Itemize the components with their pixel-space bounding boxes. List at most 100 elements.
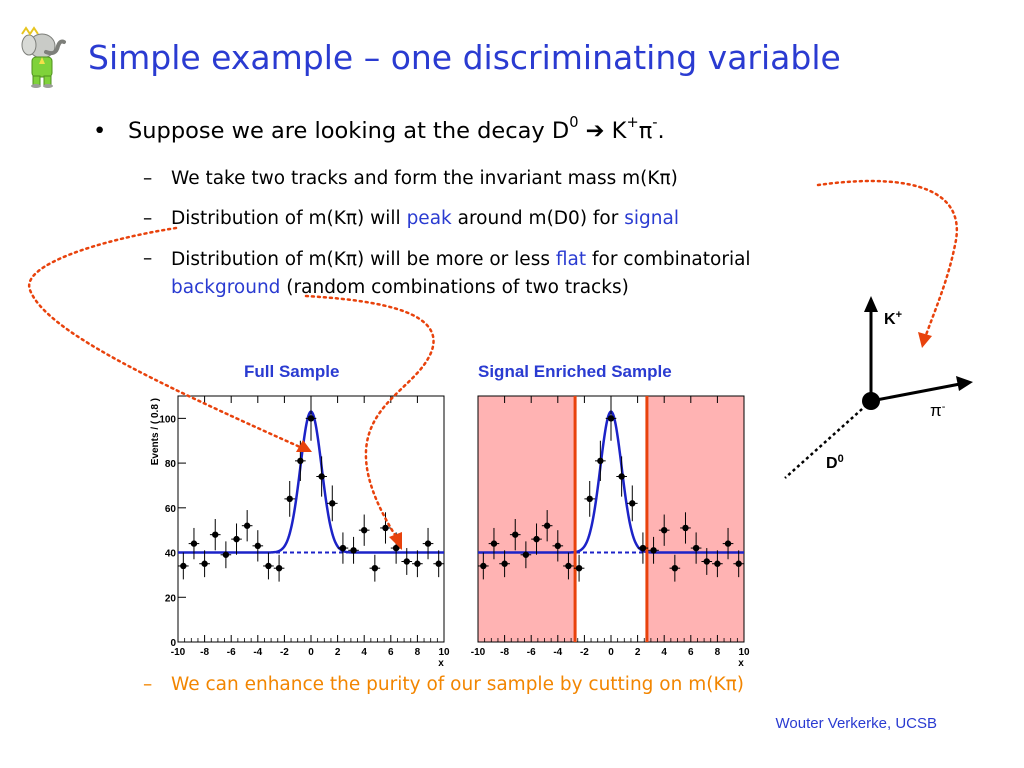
x-tick-label: -2	[580, 647, 589, 658]
x-tick-label: -6	[227, 647, 236, 658]
x-tick-label: 6	[688, 647, 694, 658]
cut-region-right	[646, 396, 744, 642]
x-tick-label: -2	[280, 647, 289, 658]
data-point	[682, 524, 689, 532]
data-point	[714, 560, 721, 567]
pi-label: π-	[930, 401, 946, 420]
data-point	[297, 457, 304, 465]
chart-title-signal-enriched: Signal Enriched Sample	[478, 362, 672, 381]
x-tick-label: 4	[361, 647, 367, 658]
x-tick-label: 10	[438, 647, 450, 658]
data-point	[329, 500, 336, 507]
x-axis-label: x	[738, 658, 744, 669]
data-point	[512, 531, 519, 538]
y-tick-label: 40	[165, 549, 177, 560]
bullet-dot: •	[93, 118, 107, 144]
data-point	[243, 522, 251, 529]
data-point	[414, 560, 421, 567]
data-point	[703, 558, 710, 565]
x-tick-label: 4	[661, 647, 667, 658]
d0-track-line	[784, 400, 872, 479]
vertex-dot	[862, 392, 880, 410]
k-label: K+	[884, 309, 902, 328]
data-point	[233, 535, 240, 543]
flat-word: flat	[555, 249, 587, 270]
data-point	[254, 542, 261, 550]
data-point	[501, 560, 508, 567]
data-point	[201, 560, 208, 567]
data-point	[435, 560, 442, 567]
data-point	[382, 524, 389, 532]
arrow-right-icon: ➔	[585, 118, 605, 144]
x-tick-label: 10	[738, 647, 750, 658]
data-point	[275, 565, 283, 572]
data-point	[565, 562, 572, 570]
y-tick-label: 60	[165, 504, 177, 515]
x-axis-label: x	[438, 658, 444, 669]
chart-title-full-sample: Full Sample	[244, 362, 340, 381]
data-point	[339, 544, 347, 552]
slide-title: Simple example – one discriminating vari…	[88, 38, 841, 77]
x-tick-label: -8	[500, 647, 509, 658]
data-point	[212, 531, 219, 538]
y-tick-label: 80	[165, 459, 177, 470]
bullet-text: Suppose we are looking at the decay D0 ➔…	[128, 113, 665, 144]
sub-bullet-cut: – We can enhance the purity of our sampl…	[143, 674, 744, 695]
data-point	[424, 540, 432, 547]
x-tick-label: -6	[527, 647, 536, 658]
sub-bullet-peak: – Distribution of m(Kπ) will peak around…	[143, 208, 679, 229]
data-point	[671, 565, 679, 572]
signal-word: signal	[624, 208, 679, 229]
data-point	[361, 526, 368, 534]
y-tick-label: 20	[165, 593, 177, 604]
data-point	[180, 562, 187, 570]
data-point	[403, 558, 410, 565]
decay-diagram: K+ π- D0	[784, 296, 973, 479]
data-point	[554, 542, 561, 550]
x-tick-label: 0	[608, 647, 614, 658]
data-point	[265, 562, 272, 570]
data-point	[618, 473, 625, 480]
pi-track-line	[870, 382, 961, 403]
data-point	[692, 544, 700, 552]
data-point	[222, 551, 230, 558]
data-point	[286, 495, 293, 503]
data-point	[597, 457, 604, 465]
x-tick-label: -10	[471, 647, 486, 658]
data-point	[661, 526, 668, 534]
data-point	[371, 565, 379, 572]
data-point	[543, 522, 551, 529]
data-point	[392, 544, 400, 552]
peak-word: peak	[406, 208, 452, 229]
data-point	[190, 540, 198, 547]
pi-arrowhead-icon	[956, 376, 973, 391]
data-point	[522, 551, 530, 558]
x-tick-label: 8	[715, 647, 721, 658]
data-point	[480, 562, 487, 570]
data-point	[724, 540, 732, 547]
cut-region-left	[478, 396, 576, 642]
y-tick-label: 0	[170, 638, 176, 649]
data-point	[586, 495, 593, 503]
data-point	[629, 500, 636, 507]
k-arrowhead-icon	[864, 296, 878, 312]
elephant-logo-icon	[21, 26, 66, 88]
y-tick-label: 100	[159, 414, 176, 425]
data-point	[318, 473, 325, 480]
data-point	[533, 535, 540, 543]
data-point	[639, 544, 647, 552]
x-tick-label: 8	[415, 647, 421, 658]
data-point	[350, 547, 357, 554]
x-tick-label: -8	[200, 647, 209, 658]
data-point	[575, 565, 583, 572]
chart-signal-enriched: -10 -8 -6 -4 -2 0 2 4 6 8 10x	[471, 395, 750, 669]
x-tick-label: 6	[388, 647, 394, 658]
d0-label: D0	[826, 453, 844, 472]
x-tick-label: 2	[635, 647, 641, 658]
data-point	[607, 415, 615, 422]
x-tick-label: -4	[553, 647, 562, 658]
sub-bullet-mass: – We take two tracks and form the invari…	[143, 168, 678, 189]
background-word: background	[171, 277, 281, 298]
x-tick-label: 2	[335, 647, 341, 658]
